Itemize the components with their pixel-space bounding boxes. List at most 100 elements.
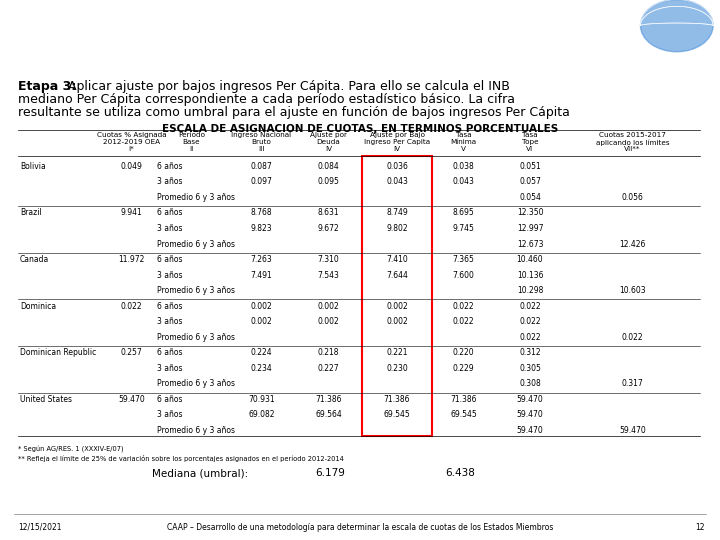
Text: 0.022: 0.022 xyxy=(453,302,474,310)
Text: Brazil: Brazil xyxy=(20,208,42,218)
Text: 9.941: 9.941 xyxy=(121,208,143,218)
Text: 0.022: 0.022 xyxy=(621,333,643,342)
Text: 69.545: 69.545 xyxy=(450,410,477,420)
Text: 0.022: 0.022 xyxy=(519,302,541,310)
Text: 0.230: 0.230 xyxy=(386,364,408,373)
Text: Tope: Tope xyxy=(522,139,539,145)
Text: IV: IV xyxy=(325,146,332,152)
Text: 0.220: 0.220 xyxy=(453,348,474,357)
Text: 6.438: 6.438 xyxy=(445,468,475,478)
Text: 7.365: 7.365 xyxy=(453,255,474,264)
Text: 12.350: 12.350 xyxy=(517,208,544,218)
Text: Promedio 6 y 3 años: Promedio 6 y 3 años xyxy=(157,286,235,295)
Text: 0.002: 0.002 xyxy=(318,317,339,326)
Text: 0.049: 0.049 xyxy=(120,162,143,171)
Text: Bruto: Bruto xyxy=(251,139,271,145)
Text: Metodología: Metodología xyxy=(14,18,140,37)
Circle shape xyxy=(641,0,713,52)
Text: 0.051: 0.051 xyxy=(519,162,541,171)
Text: 0.002: 0.002 xyxy=(386,317,408,326)
Text: I*: I* xyxy=(129,146,135,152)
Text: V: V xyxy=(461,146,466,152)
Text: Mediana (umbral):: Mediana (umbral): xyxy=(152,468,248,478)
Text: 0.057: 0.057 xyxy=(519,178,541,186)
Text: 3 años: 3 años xyxy=(157,224,182,233)
Text: 10.460: 10.460 xyxy=(517,255,544,264)
Text: 7.600: 7.600 xyxy=(453,271,474,280)
Text: 7.491: 7.491 xyxy=(251,271,272,280)
Text: ** Refleja el límite de 25% de variación sobre los porcentajes asignados en el p: ** Refleja el límite de 25% de variación… xyxy=(18,455,344,462)
Text: Aplicar ajuste por bajos ingresos Per Cápita. Para ello se calcula el INB: Aplicar ajuste por bajos ingresos Per Cá… xyxy=(64,80,510,93)
Text: 8.768: 8.768 xyxy=(251,208,272,218)
Text: ESCALA DE ASIGNACION DE CUOTAS, EN TERMINOS PORCENTUALES: ESCALA DE ASIGNACION DE CUOTAS, EN TERMI… xyxy=(162,124,558,134)
Text: 7.263: 7.263 xyxy=(251,255,272,264)
Text: Promedio 6 y 3 años: Promedio 6 y 3 años xyxy=(157,240,235,248)
Text: VII**: VII** xyxy=(624,146,641,152)
Text: 71.386: 71.386 xyxy=(315,395,342,404)
Text: Ajuste por: Ajuste por xyxy=(310,132,347,138)
Text: 0.095: 0.095 xyxy=(318,178,339,186)
Text: 3 años: 3 años xyxy=(157,271,182,280)
Text: 0.308: 0.308 xyxy=(519,379,541,388)
Text: Promedio 6 y 3 años: Promedio 6 y 3 años xyxy=(157,333,235,342)
Text: 8.631: 8.631 xyxy=(318,208,339,218)
Text: 0.054: 0.054 xyxy=(519,193,541,202)
Text: 0.022: 0.022 xyxy=(519,333,541,342)
Text: * Según AG/RES. 1 (XXXIV-E/07): * Según AG/RES. 1 (XXXIV-E/07) xyxy=(18,447,124,454)
Text: 9.823: 9.823 xyxy=(251,224,272,233)
Text: 70.931: 70.931 xyxy=(248,395,275,404)
Text: 0.257: 0.257 xyxy=(121,348,143,357)
Text: 0.002: 0.002 xyxy=(251,317,272,326)
Text: 71.386: 71.386 xyxy=(384,395,410,404)
Text: mediano Per Cápita correspondiente a cada período estadístico básico. La cifra: mediano Per Cápita correspondiente a cad… xyxy=(18,93,515,106)
Text: 3 años: 3 años xyxy=(157,317,182,326)
Text: 0.043: 0.043 xyxy=(386,178,408,186)
Text: 0.234: 0.234 xyxy=(251,364,272,373)
Text: 0.022: 0.022 xyxy=(519,317,541,326)
Bar xyxy=(362,156,432,436)
Text: 0.022: 0.022 xyxy=(121,302,143,310)
Text: 69.082: 69.082 xyxy=(248,410,275,420)
Text: Tasa: Tasa xyxy=(456,132,472,138)
Text: 69.545: 69.545 xyxy=(384,410,410,420)
Text: Promedio 6 y 3 años: Promedio 6 y 3 años xyxy=(157,426,235,435)
Text: 12/15/2021: 12/15/2021 xyxy=(18,523,61,531)
Text: 8.749: 8.749 xyxy=(386,208,408,218)
Text: 7.644: 7.644 xyxy=(386,271,408,280)
Text: 0.043: 0.043 xyxy=(453,178,474,186)
Text: 59.470: 59.470 xyxy=(517,410,544,420)
Text: 0.002: 0.002 xyxy=(251,302,272,310)
Text: 59.470: 59.470 xyxy=(517,395,544,404)
Text: 12.997: 12.997 xyxy=(517,224,544,233)
Text: 0.084: 0.084 xyxy=(318,162,339,171)
Text: 0.056: 0.056 xyxy=(621,193,644,202)
Text: 0.002: 0.002 xyxy=(318,302,339,310)
Text: 11.972: 11.972 xyxy=(118,255,145,264)
Text: 0.097: 0.097 xyxy=(251,178,272,186)
Text: 6 años: 6 años xyxy=(157,162,182,171)
Text: IV: IV xyxy=(393,146,400,152)
Text: 0.229: 0.229 xyxy=(453,364,474,373)
Text: 0.038: 0.038 xyxy=(453,162,474,171)
Text: 59.470: 59.470 xyxy=(118,395,145,404)
Text: 6 años: 6 años xyxy=(157,395,182,404)
Text: Promedio 6 y 3 años: Promedio 6 y 3 años xyxy=(157,193,235,202)
Text: 12.426: 12.426 xyxy=(619,240,646,248)
Text: Promedio 6 y 3 años: Promedio 6 y 3 años xyxy=(157,379,235,388)
Text: VI: VI xyxy=(526,146,534,152)
Text: II: II xyxy=(189,146,194,152)
Text: 10.298: 10.298 xyxy=(517,286,543,295)
Text: 6 años: 6 años xyxy=(157,302,182,310)
Text: 0.022: 0.022 xyxy=(453,317,474,326)
Text: 0.224: 0.224 xyxy=(251,348,272,357)
Text: 6 años: 6 años xyxy=(157,255,182,264)
Text: resultante se utiliza como umbral para el ajuste en función de bajos ingresos Pe: resultante se utiliza como umbral para e… xyxy=(18,106,570,119)
Text: 0.317: 0.317 xyxy=(621,379,644,388)
Text: 9.802: 9.802 xyxy=(386,224,408,233)
Text: Ingreso Nacional: Ingreso Nacional xyxy=(231,132,292,138)
Text: CAAP – Desarrollo de una metodología para determinar la escala de cuotas de los : CAAP – Desarrollo de una metodología par… xyxy=(167,523,553,531)
Text: Período: Período xyxy=(178,132,205,138)
Text: Cuotas % Asignada: Cuotas % Asignada xyxy=(96,132,166,138)
Text: Cuotas 2015-2017: Cuotas 2015-2017 xyxy=(599,132,666,138)
Text: Tasa: Tasa xyxy=(522,132,538,138)
